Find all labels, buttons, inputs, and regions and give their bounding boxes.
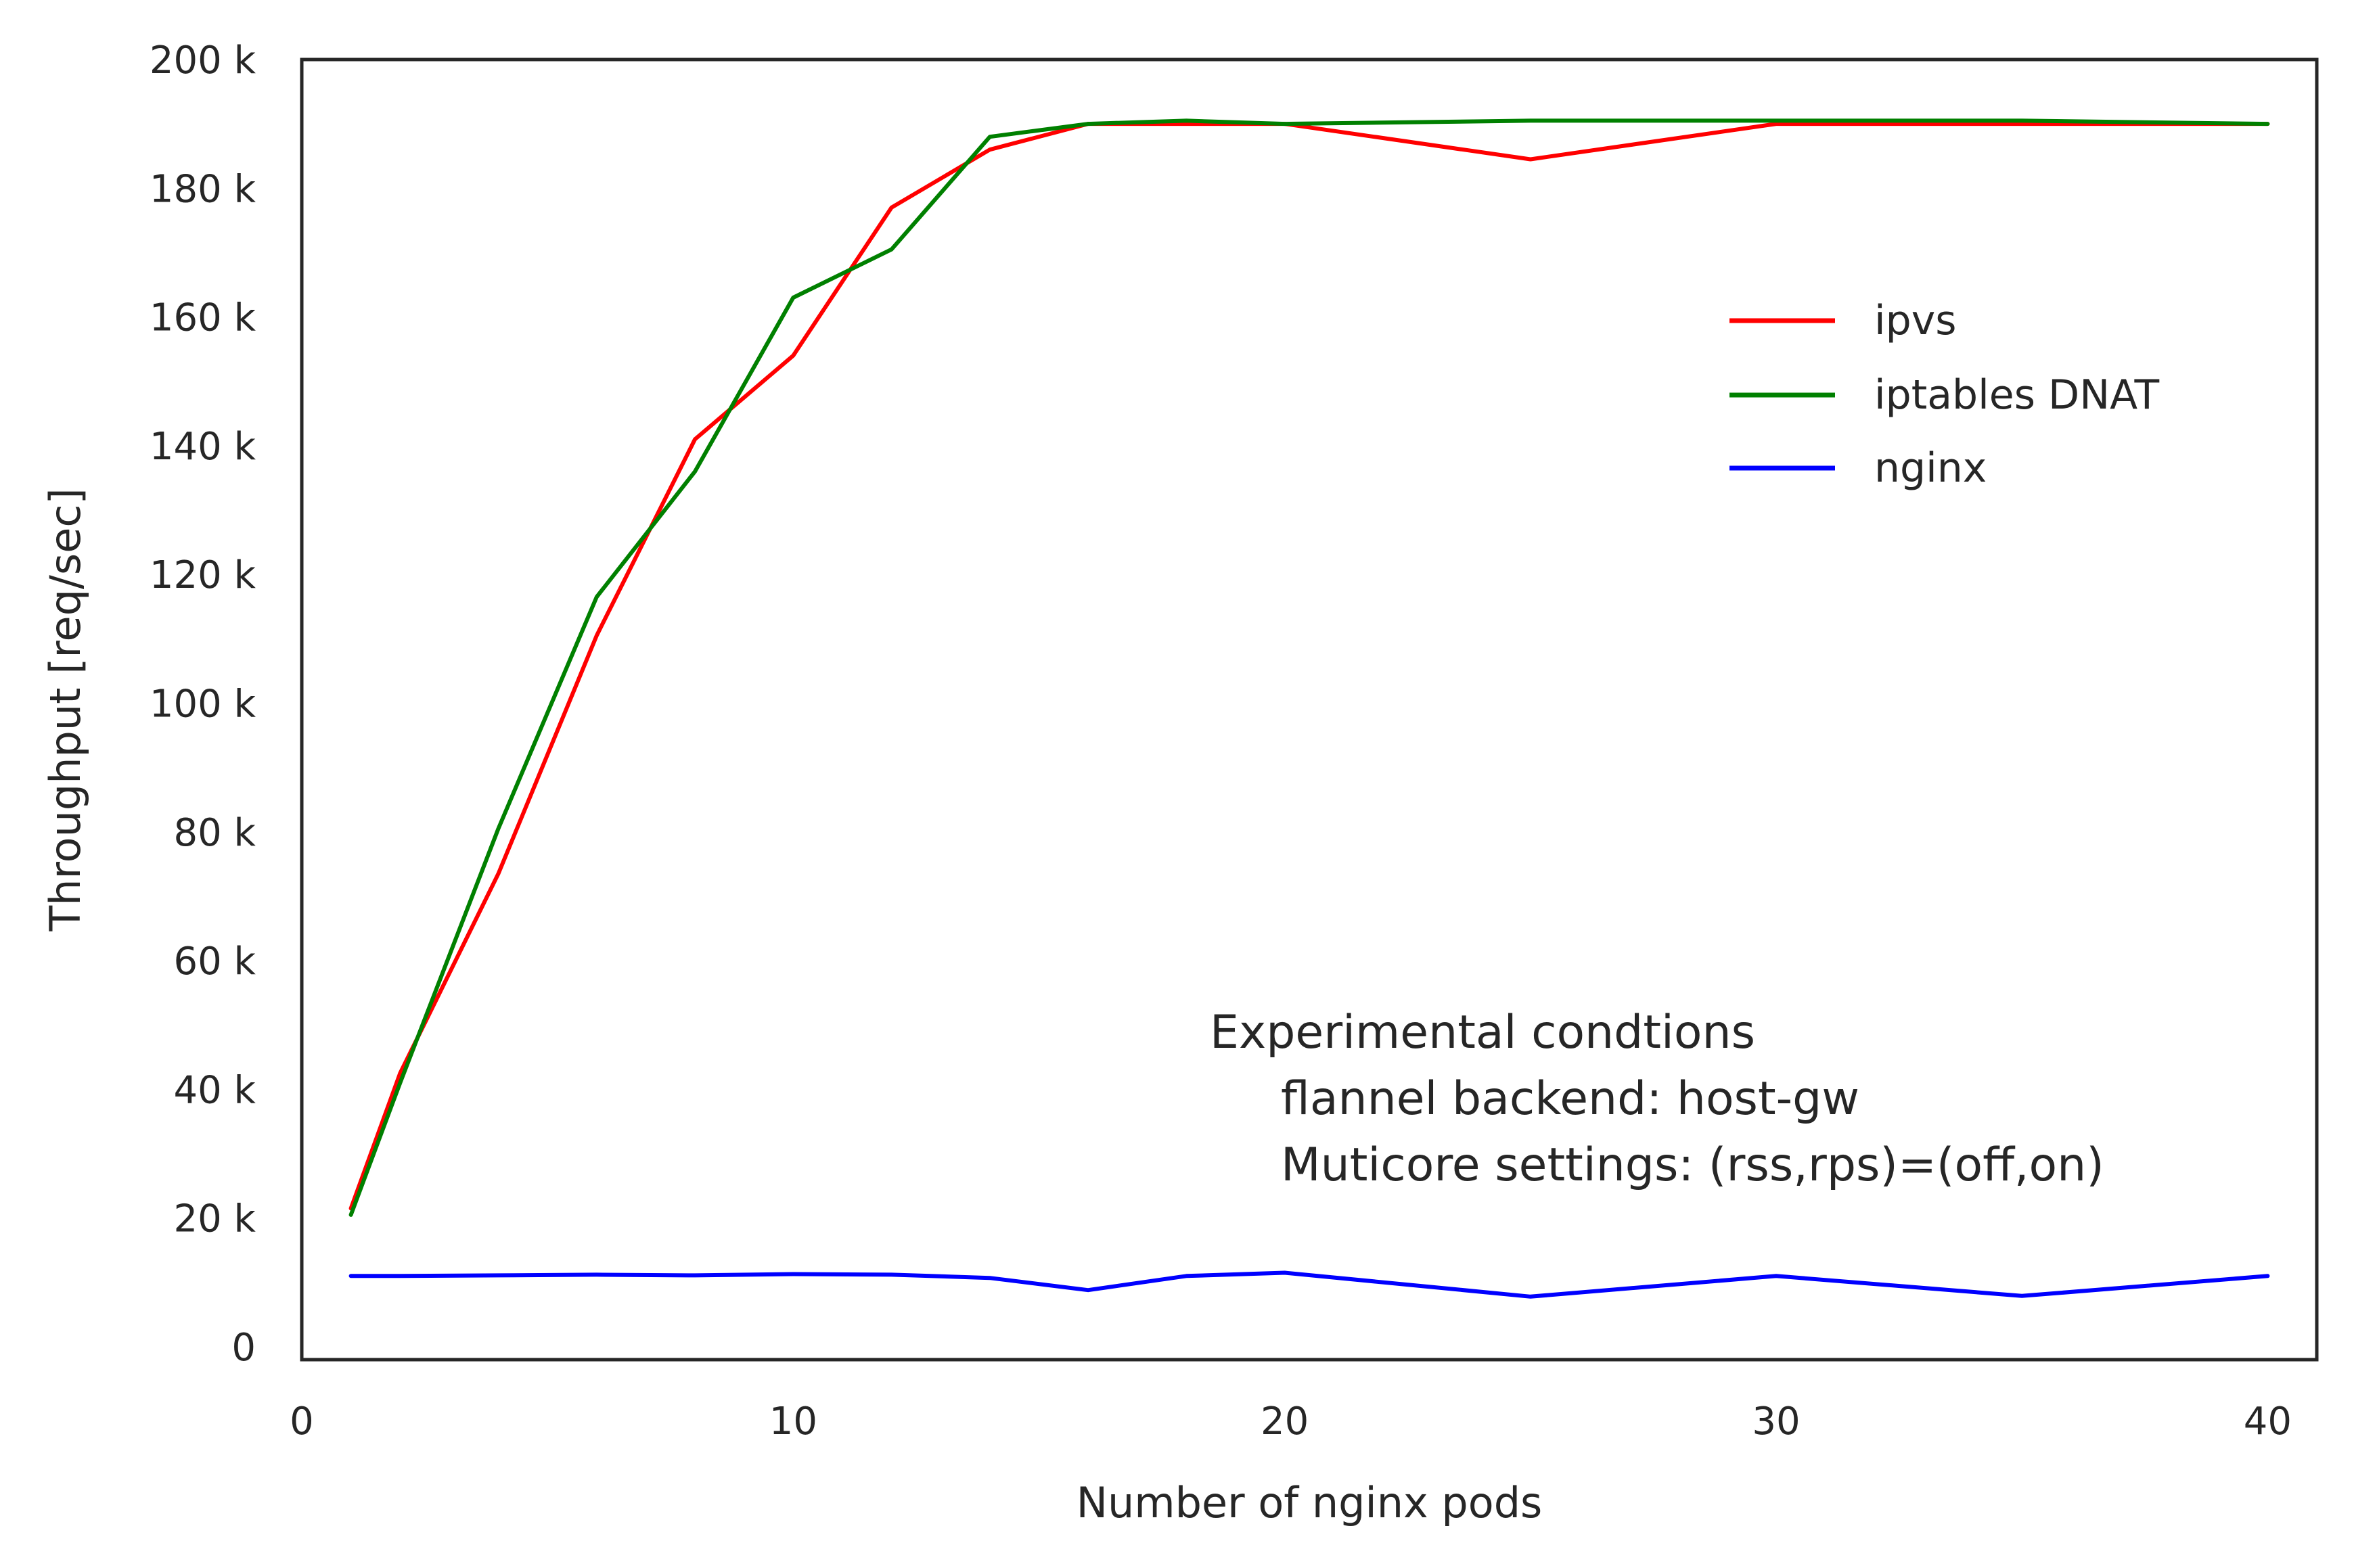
data-point-iptables-dnat: [1529, 119, 1532, 122]
series-lines: [348, 118, 2270, 1299]
legend: ipvs iptables DNAT nginx: [1729, 297, 2160, 492]
data-point-nginx: [2266, 1274, 2269, 1277]
data-point-nginx: [1529, 1295, 1532, 1298]
y-tick-label: 200 k: [150, 39, 256, 83]
data-point-nginx: [1284, 1272, 1286, 1274]
y-tick-label: 140 k: [150, 425, 256, 469]
data-point-nginx: [399, 1274, 401, 1277]
data-point-nginx: [2020, 1295, 2023, 1297]
data-point-nginx: [1775, 1274, 1778, 1277]
x-axis-title: Number of nginx pods: [1077, 1478, 1543, 1527]
data-point-nginx: [792, 1273, 794, 1275]
data-point-iptables-dnat: [1775, 119, 1778, 122]
y-tick-label: 100 k: [150, 682, 256, 726]
data-point-iptables-dnat: [890, 248, 893, 251]
y-tick-label: 20 k: [174, 1197, 256, 1241]
data-point-nginx: [497, 1274, 499, 1276]
x-tick-label: 10: [769, 1400, 817, 1444]
data-point-iptables-dnat: [2020, 119, 2023, 122]
data-point-iptables-dnat: [2266, 122, 2269, 125]
x-tick-label: 20: [1261, 1400, 1309, 1444]
data-point-iptables-dnat: [497, 827, 499, 830]
annotation-title: Experimental condtions: [1210, 1006, 1755, 1059]
data-point-ipvs: [595, 635, 598, 637]
annotation-multicore: Muticore settings: (rss,rps)=(off,on): [1281, 1138, 2104, 1192]
y-tick-label: 60 k: [174, 940, 256, 984]
y-tick-label: 180 k: [150, 167, 256, 211]
legend-label-ipvs: ipvs: [1874, 297, 1957, 344]
legend-label-nginx: nginx: [1874, 444, 1987, 492]
plot-frame: [300, 57, 2319, 1362]
data-point-ipvs: [497, 873, 499, 875]
data-point-ipvs: [890, 206, 893, 209]
data-point-nginx: [350, 1274, 353, 1277]
data-point-iptables-dnat: [350, 1214, 353, 1216]
y-axis-title: Throughput [req/sec]: [41, 488, 90, 931]
data-point-ipvs: [989, 148, 991, 151]
data-point-ipvs: [792, 354, 794, 357]
data-point-ipvs: [2020, 122, 2023, 125]
data-point-nginx: [694, 1274, 696, 1276]
legend-label-iptables-dnat: iptables DNAT: [1874, 371, 2160, 419]
data-point-ipvs: [1529, 158, 1532, 160]
data-point-nginx: [595, 1273, 598, 1276]
y-tick-label: 0: [231, 1326, 256, 1370]
y-tick-label: 80 k: [174, 811, 256, 855]
x-tick-label: 0: [290, 1400, 314, 1444]
y-tick-label: 40 k: [174, 1068, 256, 1112]
data-point-ipvs: [1185, 122, 1187, 125]
annotation-backend: flannel backend: host-gw: [1281, 1072, 1859, 1126]
data-point-iptables-dnat: [1185, 119, 1187, 122]
data-point-iptables-dnat: [792, 296, 794, 299]
data-point-nginx: [989, 1276, 991, 1279]
data-point-iptables-dnat: [399, 1082, 401, 1084]
x-axis-ticks: 0 10 20 30 40: [290, 1400, 2292, 1444]
data-point-ipvs: [694, 438, 696, 440]
data-point-iptables-dnat: [595, 596, 598, 598]
data-point-iptables-dnat: [694, 470, 696, 473]
data-point-ipvs: [1775, 122, 1778, 125]
y-axis-ticks: 0 20 k 40 k 60 k 80 k 100 k 120 k 140 k 160 k 180…: [150, 39, 256, 1370]
data-point-nginx: [1087, 1289, 1089, 1291]
x-tick-label: 40: [2244, 1400, 2292, 1444]
y-tick-label: 120 k: [150, 553, 256, 597]
y-tick-label: 160 k: [150, 296, 256, 340]
data-point-iptables-dnat: [1284, 122, 1286, 125]
data-point-nginx: [1185, 1274, 1187, 1277]
data-point-iptables-dnat: [989, 135, 991, 138]
x-tick-label: 30: [1752, 1400, 1800, 1444]
data-point-iptables-dnat: [1087, 122, 1089, 125]
data-point-ipvs: [399, 1072, 401, 1075]
annotation-box: Experimental condtions flannel backend: …: [1210, 1006, 2104, 1192]
data-point-nginx: [890, 1273, 893, 1276]
